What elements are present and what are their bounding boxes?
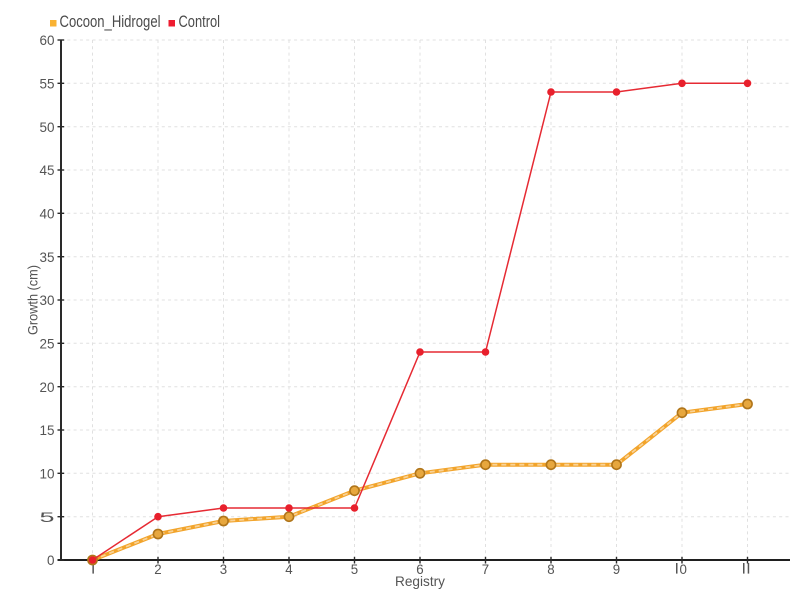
svg-text:6: 6 (416, 561, 424, 577)
svg-text:25: 25 (40, 336, 55, 352)
svg-text:0: 0 (47, 552, 55, 568)
svg-text:4: 4 (285, 561, 293, 577)
svg-text:15: 15 (40, 422, 55, 438)
svg-text:7: 7 (482, 561, 490, 577)
svg-text:30: 30 (40, 292, 55, 308)
svg-text:55: 55 (40, 76, 55, 92)
svg-text:10: 10 (40, 466, 55, 482)
svg-text:2: 2 (154, 561, 162, 577)
svg-text:Growth (cm): Growth (cm) (25, 265, 41, 335)
svg-text:45: 45 (40, 162, 55, 178)
svg-text:50: 50 (40, 119, 55, 135)
svg-text:40: 40 (40, 206, 55, 222)
svg-text:20: 20 (40, 379, 55, 395)
svg-text:8: 8 (547, 561, 555, 577)
svg-text:Cocoon_Hidrogel: Cocoon_Hidrogel (60, 12, 161, 31)
svg-text:0: 0 (680, 561, 688, 577)
svg-text:9: 9 (613, 561, 621, 577)
svg-text:Registry: Registry (395, 573, 445, 589)
svg-text:5: 5 (351, 561, 359, 577)
svg-text:Control: Control (179, 12, 221, 31)
svg-text:60: 60 (40, 32, 55, 48)
svg-text:5: 5 (40, 509, 55, 525)
svg-text:3: 3 (220, 561, 228, 577)
svg-text:35: 35 (40, 249, 55, 265)
